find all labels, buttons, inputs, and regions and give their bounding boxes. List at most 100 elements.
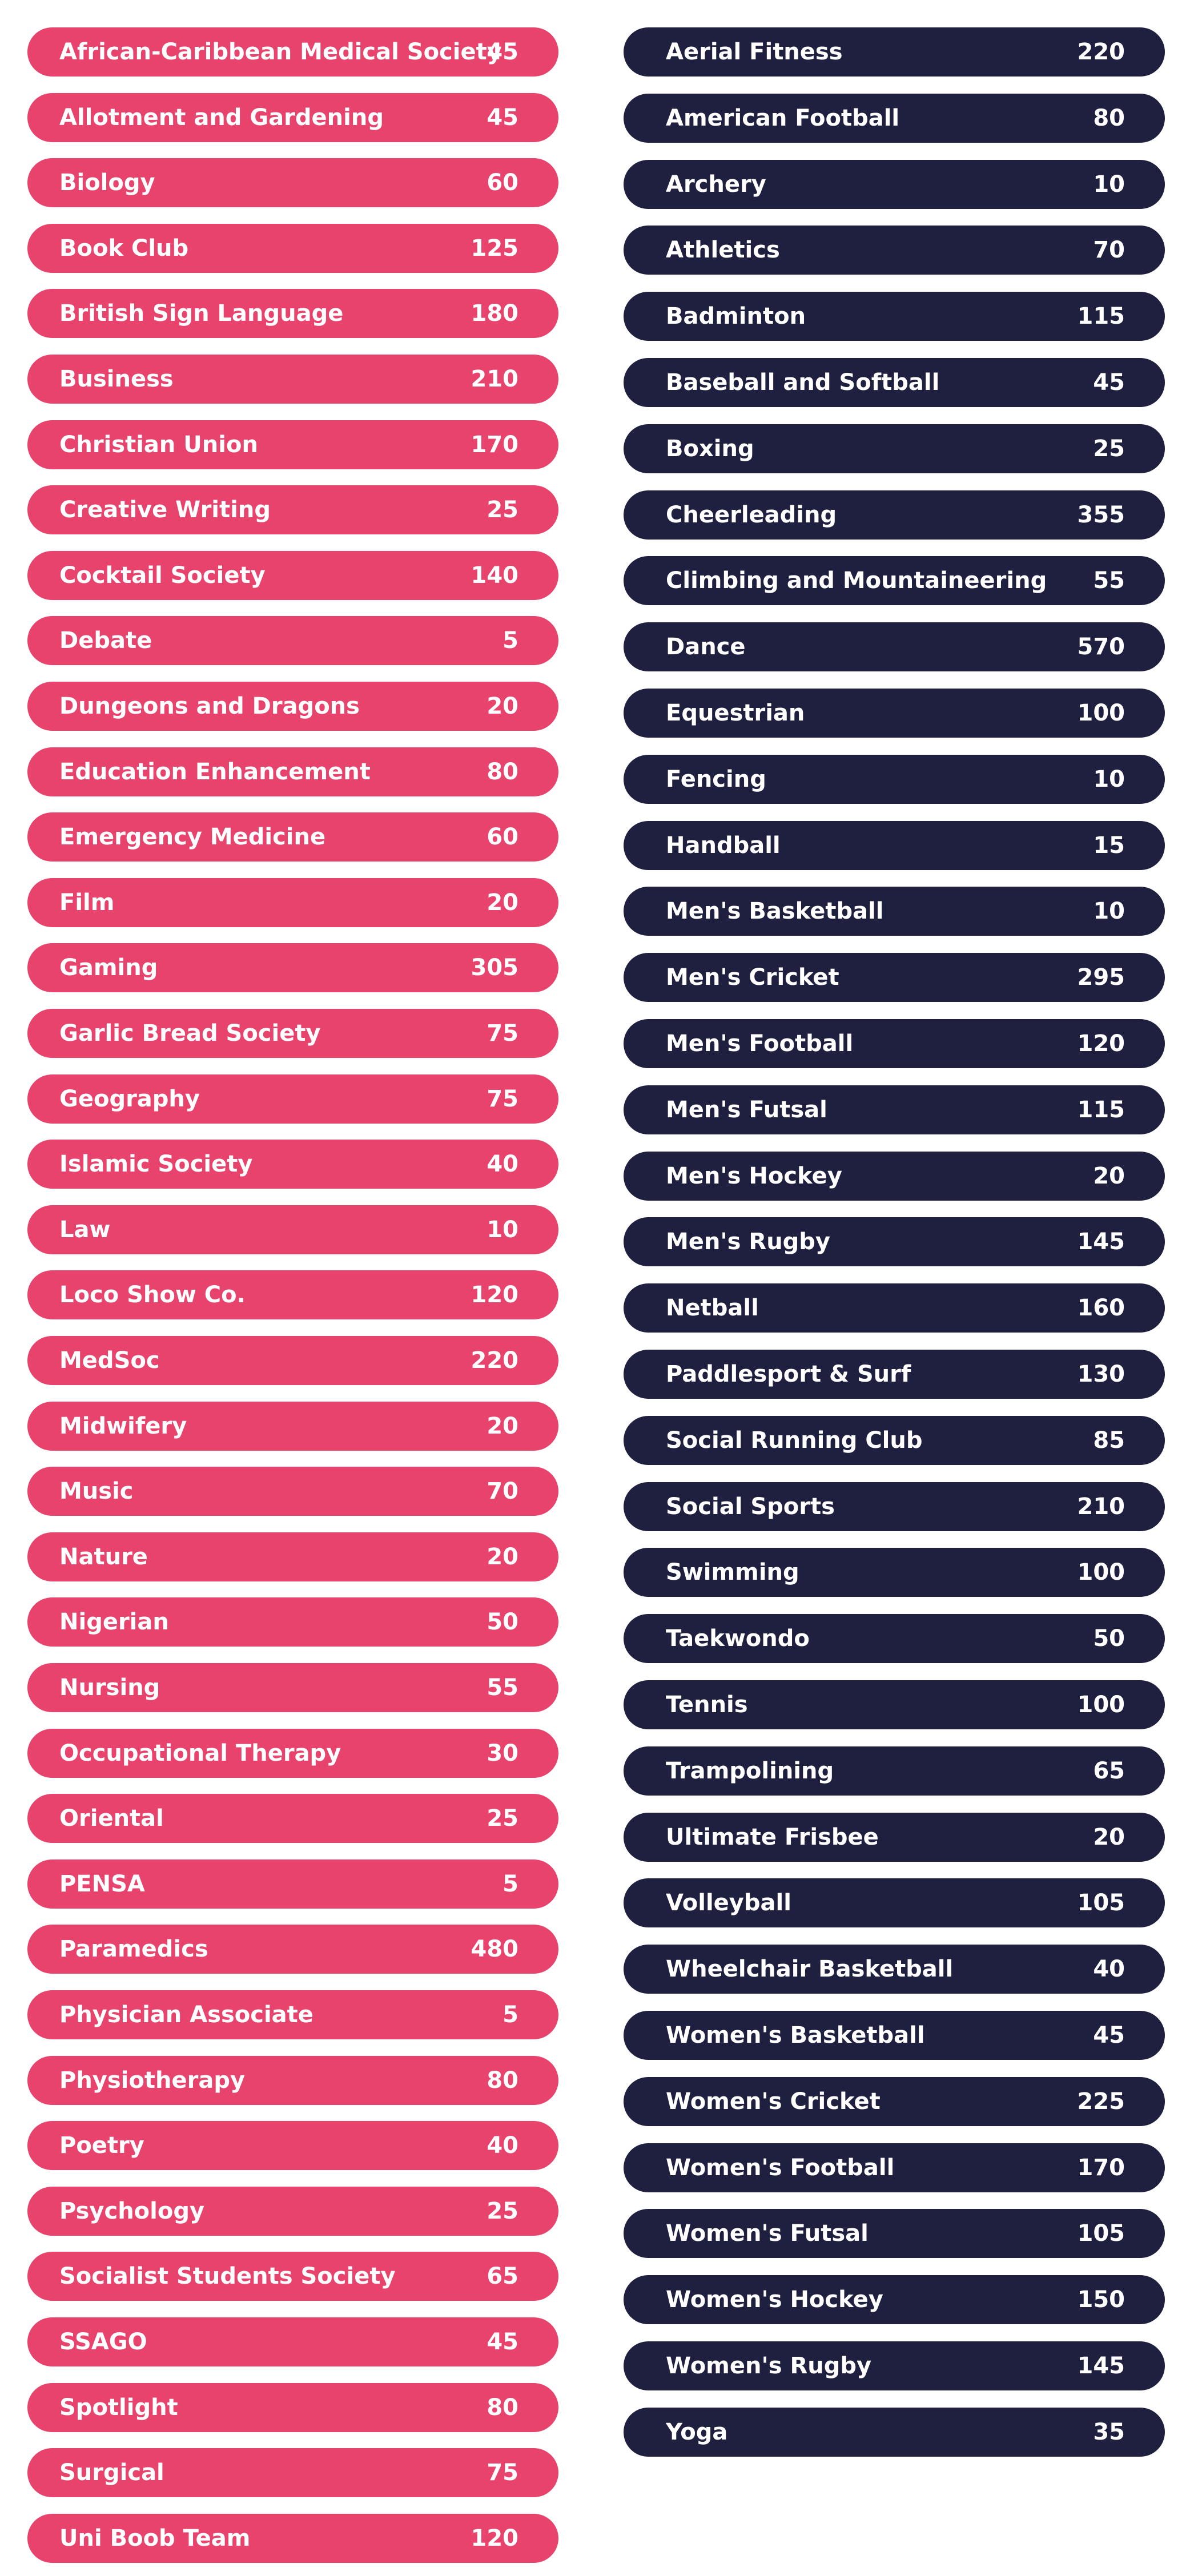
group-name: Paramedics: [59, 1936, 208, 1963]
sport-pill: Aerial Fitness 220: [624, 27, 1165, 77]
group-name: Poetry: [59, 2132, 144, 2159]
member-count: 295: [1077, 964, 1125, 991]
group-name: Education Enhancement: [59, 758, 371, 785]
member-count: 20: [1093, 1824, 1125, 1850]
society-pill: Islamic Society 40: [27, 1140, 558, 1189]
member-count: 20: [1093, 1162, 1125, 1189]
member-count: 145: [1077, 2353, 1125, 2379]
society-pill: Education Enhancement 80: [27, 747, 558, 796]
group-name: Women's Cricket: [666, 2088, 881, 2115]
member-count: 65: [487, 2263, 518, 2290]
member-count: 20: [487, 1543, 518, 1570]
sport-pill: Men's Futsal 115: [624, 1085, 1165, 1134]
group-name: Tennis: [666, 1692, 748, 1718]
member-count: 80: [487, 2394, 518, 2421]
member-count: 10: [1093, 898, 1125, 925]
group-name: Law: [59, 1216, 111, 1243]
sport-pill: Taekwondo 50: [624, 1614, 1165, 1664]
sport-pill: Women's Basketball 45: [624, 2011, 1165, 2060]
group-name: Surgical: [59, 2460, 164, 2486]
group-name: Spotlight: [59, 2394, 178, 2421]
group-name: Baseball and Softball: [666, 369, 940, 396]
sport-pill: Handball 15: [624, 820, 1165, 870]
sport-pill: Volleyball 105: [624, 1878, 1165, 1928]
member-count: 130: [1077, 1361, 1125, 1387]
group-name: Women's Rugby: [666, 2353, 872, 2379]
group-name: Aerial Fitness: [666, 39, 843, 65]
sport-pill: Men's Hockey 20: [624, 1151, 1165, 1201]
society-pill: Occupational Therapy 30: [27, 1728, 558, 1778]
group-name: Gaming: [59, 955, 158, 981]
group-name: Badminton: [666, 303, 806, 330]
group-name: Loco Show Co.: [59, 1282, 246, 1309]
society-pill: Physician Associate 5: [27, 1990, 558, 2039]
member-count: 5: [502, 627, 518, 654]
member-count: 40: [1093, 1956, 1125, 1983]
group-name: Netball: [666, 1295, 759, 1322]
member-count: 50: [1093, 1625, 1125, 1652]
group-name: Men's Rugby: [666, 1229, 831, 1255]
group-name: Social Running Club: [666, 1427, 923, 1454]
group-name: British Sign Language: [59, 300, 344, 327]
group-name: Nigerian: [59, 1609, 169, 1636]
group-name: Trampolining: [666, 1757, 834, 1784]
society-pill: Uni Boob Team 120: [27, 2513, 558, 2563]
member-count: 10: [487, 1216, 518, 1243]
group-name: Equestrian: [666, 700, 805, 726]
member-count: 120: [1077, 1031, 1125, 1057]
group-name: Psychology: [59, 2197, 205, 2224]
society-pill: Psychology 25: [27, 2186, 558, 2236]
sport-pill: Archery 10: [624, 159, 1165, 209]
group-name: Men's Hockey: [666, 1162, 842, 1189]
group-name: Archery: [666, 171, 766, 198]
sport-pill: Women's Hockey 150: [624, 2275, 1165, 2325]
sport-pill: Tennis 100: [624, 1680, 1165, 1729]
member-count: 25: [487, 2197, 518, 2224]
society-pill: Christian Union 170: [27, 420, 558, 469]
society-pill: Oriental 25: [27, 1794, 558, 1844]
group-name: Athletics: [666, 237, 780, 264]
member-count: 15: [1093, 832, 1125, 859]
sport-pill: Wheelchair Basketball 40: [624, 1945, 1165, 1994]
member-count: 125: [471, 235, 519, 261]
member-count: 55: [487, 1675, 518, 1701]
member-count: 45: [1093, 369, 1125, 396]
sport-pill: Yoga 35: [624, 2407, 1165, 2457]
group-name: PENSA: [59, 1870, 145, 1897]
group-name: Swimming: [666, 1559, 799, 1586]
sport-pill: Social Sports 210: [624, 1482, 1165, 1531]
group-name: Dance: [666, 634, 746, 661]
sport-pill: Social Running Club 85: [624, 1415, 1165, 1465]
member-count: 25: [487, 1805, 518, 1832]
member-count: 20: [487, 1412, 518, 1439]
member-count: 80: [487, 758, 518, 785]
society-pill: Gaming 305: [27, 943, 558, 993]
member-count: 45: [487, 2329, 518, 2355]
group-name: Book Club: [59, 235, 189, 261]
sport-pill: Trampolining 65: [624, 1746, 1165, 1796]
society-pill: Dungeons and Dragons 20: [27, 682, 558, 731]
member-count: 40: [487, 2132, 518, 2159]
sport-pill: Badminton 115: [624, 292, 1165, 341]
member-count: 35: [1093, 2418, 1125, 2445]
member-count: 100: [1077, 1692, 1125, 1718]
group-name: Debate: [59, 627, 152, 654]
society-pill: British Sign Language 180: [27, 289, 558, 339]
group-name: African-Caribbean Medical Society: [59, 39, 502, 65]
sport-pill: Netball 160: [624, 1283, 1165, 1333]
member-count: 570: [1077, 634, 1125, 661]
group-name: Occupational Therapy: [59, 1740, 341, 1766]
group-name: Nature: [59, 1543, 148, 1570]
group-name: Handball: [666, 832, 781, 859]
group-name: Physician Associate: [59, 2002, 313, 2028]
member-count: 480: [471, 1936, 519, 1963]
member-count: 180: [471, 300, 519, 327]
sport-pill: Women's Football 170: [624, 2143, 1165, 2192]
group-name: Fencing: [666, 766, 766, 792]
society-pill: Creative Writing 25: [27, 485, 558, 535]
member-count: 75: [487, 1020, 518, 1046]
sport-pill: Women's Cricket 225: [624, 2076, 1165, 2126]
member-count: 160: [1077, 1295, 1125, 1322]
sport-pill: Women's Rugby 145: [624, 2341, 1165, 2390]
sport-pill: Men's Cricket 295: [624, 953, 1165, 1003]
